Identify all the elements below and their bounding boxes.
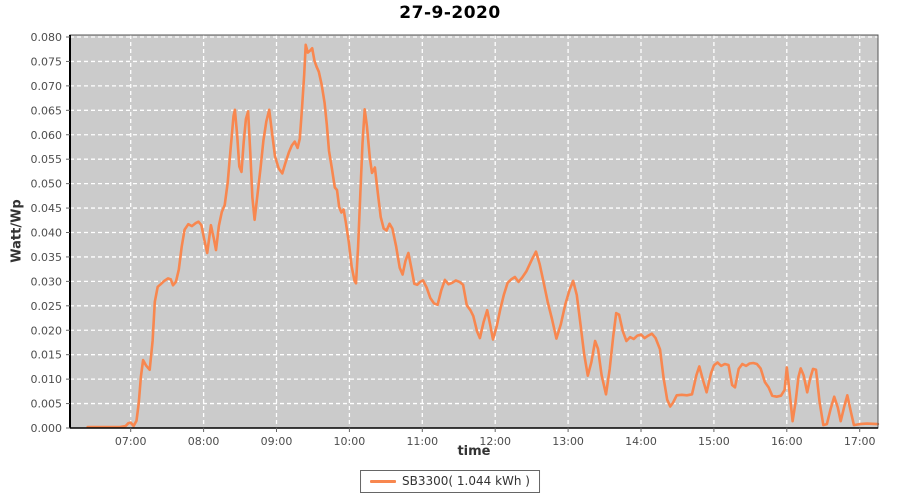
- legend-label: SB3300( 1.044 kWh ): [402, 474, 530, 488]
- x-tick-label: 14:00: [625, 435, 657, 448]
- x-axis-title: time: [457, 444, 491, 459]
- tick-marks: [66, 36, 861, 432]
- y-tick-label: 0.075: [31, 55, 63, 68]
- y-tick-label: 0.005: [31, 398, 63, 411]
- y-tick-label: 0.025: [31, 300, 63, 313]
- legend: SB3300( 1.044 kWh ): [360, 470, 540, 493]
- y-tick-label: 0.035: [31, 251, 63, 264]
- x-tick-label: 07:00: [115, 435, 147, 448]
- legend-line-swatch: [370, 479, 397, 483]
- x-tick-label: 10:00: [334, 435, 366, 448]
- x-tick-label: 16:00: [771, 435, 803, 448]
- y-tick-label: 0.030: [31, 275, 63, 288]
- x-tick-label: 13:00: [552, 435, 584, 448]
- x-tick-label: 12:00: [479, 435, 511, 448]
- y-tick-label: 0.040: [31, 227, 63, 240]
- y-tick-label: 0.055: [31, 153, 63, 166]
- y-tick-label: 0.060: [31, 129, 63, 142]
- x-tick-label: 11:00: [406, 435, 438, 448]
- y-tick-label: 0.010: [31, 373, 63, 386]
- y-tick-label: 0.050: [31, 178, 63, 191]
- x-tick-label: 17:00: [844, 435, 876, 448]
- y-tick-label: 0.000: [31, 422, 63, 435]
- x-tick-label: 09:00: [261, 435, 293, 448]
- plot-background: [70, 35, 878, 428]
- x-tick-label: 08:00: [188, 435, 220, 448]
- y-tick-label: 0.045: [31, 202, 63, 215]
- y-tick-label: 0.020: [31, 324, 63, 337]
- y-axis-title: Watt/Wp: [9, 199, 25, 263]
- y-tick-label: 0.065: [31, 104, 63, 117]
- series-line-sb3300: [86, 43, 880, 429]
- y-tick-label: 0.080: [31, 31, 63, 44]
- y-tick-label: 0.070: [31, 80, 63, 93]
- x-tick-label: 15:00: [698, 435, 730, 448]
- tick-labels: 0.000 0.005 0.010 0.015 0.020 0.025 0.030 0.035…: [31, 31, 876, 448]
- chart-title: 27-9-2020: [399, 3, 501, 23]
- y-tick-label: 0.015: [31, 349, 63, 362]
